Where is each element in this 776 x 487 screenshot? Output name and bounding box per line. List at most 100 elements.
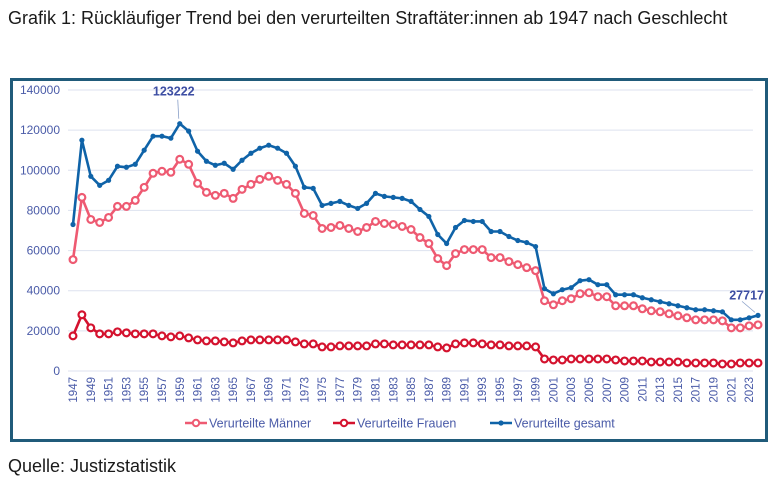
- data-point: [79, 137, 85, 143]
- legend-item: Verurteilte Männer: [185, 417, 311, 431]
- data-point: [557, 296, 567, 306]
- x-tick-label: 2013: [655, 377, 667, 403]
- series-line: [71, 313, 758, 366]
- data-point: [388, 340, 398, 350]
- data-point: [673, 357, 683, 367]
- x-tick-label: 1969: [264, 377, 276, 403]
- data-point: [326, 342, 336, 352]
- series-lines: [68, 121, 763, 369]
- data-point: [379, 218, 389, 228]
- data-point: [684, 305, 690, 311]
- data-point: [166, 332, 176, 342]
- y-tick-label: 100000: [20, 163, 60, 177]
- data-point: [184, 159, 194, 169]
- data-point: [639, 295, 645, 301]
- data-point: [477, 339, 487, 349]
- data-point: [513, 260, 523, 270]
- data-point: [114, 163, 121, 169]
- data-point: [442, 343, 452, 353]
- x-tick-label: 1961: [193, 377, 205, 403]
- x-tick-label: 2001: [548, 377, 560, 403]
- data-point: [121, 201, 131, 211]
- chart-title: Grafik 1: Rückläufiger Trend bei den ver…: [8, 8, 728, 28]
- data-point: [548, 355, 558, 365]
- x-tick-label: 2009: [620, 377, 632, 403]
- data-point: [700, 358, 710, 368]
- data-point: [557, 355, 567, 365]
- data-point: [282, 335, 292, 345]
- data-point: [539, 296, 549, 306]
- data-point: [691, 358, 701, 368]
- y-tick-label: 40000: [27, 284, 61, 298]
- data-point: [97, 182, 103, 188]
- x-tick-label: 1963: [210, 377, 222, 403]
- data-point: [497, 228, 503, 235]
- data-point: [139, 329, 149, 339]
- x-axis-ticks: 1947 1949 1951 1953 1955 1957 1959 1961 1963 1965…: [68, 377, 756, 403]
- data-point: [709, 315, 719, 325]
- y-tick-label: 80000: [27, 203, 61, 217]
- data-point: [415, 340, 425, 350]
- x-tick-label: 1959: [175, 377, 187, 403]
- data-point: [709, 358, 719, 368]
- data-point: [628, 301, 638, 311]
- data-point: [602, 292, 612, 302]
- data-point: [637, 356, 647, 366]
- data-point: [112, 201, 122, 211]
- data-point: [159, 133, 165, 139]
- data-point: [237, 336, 247, 346]
- data-point: [68, 331, 78, 341]
- data-point: [628, 356, 638, 366]
- data-point: [479, 218, 485, 225]
- data-point: [141, 147, 147, 153]
- legend-label: Verurteilte Männer: [209, 417, 311, 431]
- data-point: [710, 308, 717, 314]
- data-point: [735, 323, 745, 333]
- data-point: [264, 171, 274, 181]
- data-point: [70, 221, 76, 228]
- data-point: [335, 341, 345, 351]
- data-point: [737, 317, 743, 323]
- data-point: [577, 278, 583, 284]
- x-tick-label: 1957: [157, 377, 169, 403]
- data-point: [139, 182, 149, 192]
- data-point: [728, 317, 734, 323]
- data-point: [219, 337, 229, 347]
- data-point: [290, 337, 300, 347]
- data-point: [308, 339, 318, 349]
- x-tick-label: 1965: [228, 377, 240, 403]
- data-point: [488, 228, 494, 235]
- chart-frame: 0 20000 40000 60000 80000 100000 120000 140000 …: [10, 78, 768, 442]
- data-point: [664, 357, 674, 367]
- data-point: [691, 315, 701, 325]
- data-point: [468, 338, 478, 348]
- data-point: [486, 253, 496, 263]
- data-point: [415, 233, 425, 243]
- data-point: [513, 341, 523, 351]
- data-point: [408, 198, 414, 204]
- data-point: [424, 239, 434, 249]
- data-point: [326, 222, 336, 232]
- data-point: [717, 316, 727, 326]
- data-point: [257, 145, 263, 151]
- data-point: [452, 224, 459, 231]
- data-point: [459, 245, 469, 255]
- y-axis-ticks: 0 20000 40000 60000 80000 100000 120000 140000: [20, 83, 60, 378]
- data-point: [317, 223, 327, 233]
- data-point: [104, 329, 114, 339]
- x-tick-label: 1973: [299, 377, 311, 403]
- data-point: [746, 315, 752, 321]
- legend-marker: [191, 418, 201, 428]
- data-point: [210, 336, 220, 346]
- data-point: [175, 331, 185, 341]
- data-point: [673, 311, 683, 321]
- data-point: [86, 214, 96, 224]
- data-point: [150, 133, 156, 139]
- data-point: [637, 304, 647, 314]
- data-point: [531, 342, 541, 352]
- x-tick-label: 1985: [406, 377, 418, 403]
- data-point: [753, 320, 763, 330]
- data-point: [228, 338, 238, 348]
- data-point: [604, 282, 610, 288]
- data-point: [246, 335, 256, 345]
